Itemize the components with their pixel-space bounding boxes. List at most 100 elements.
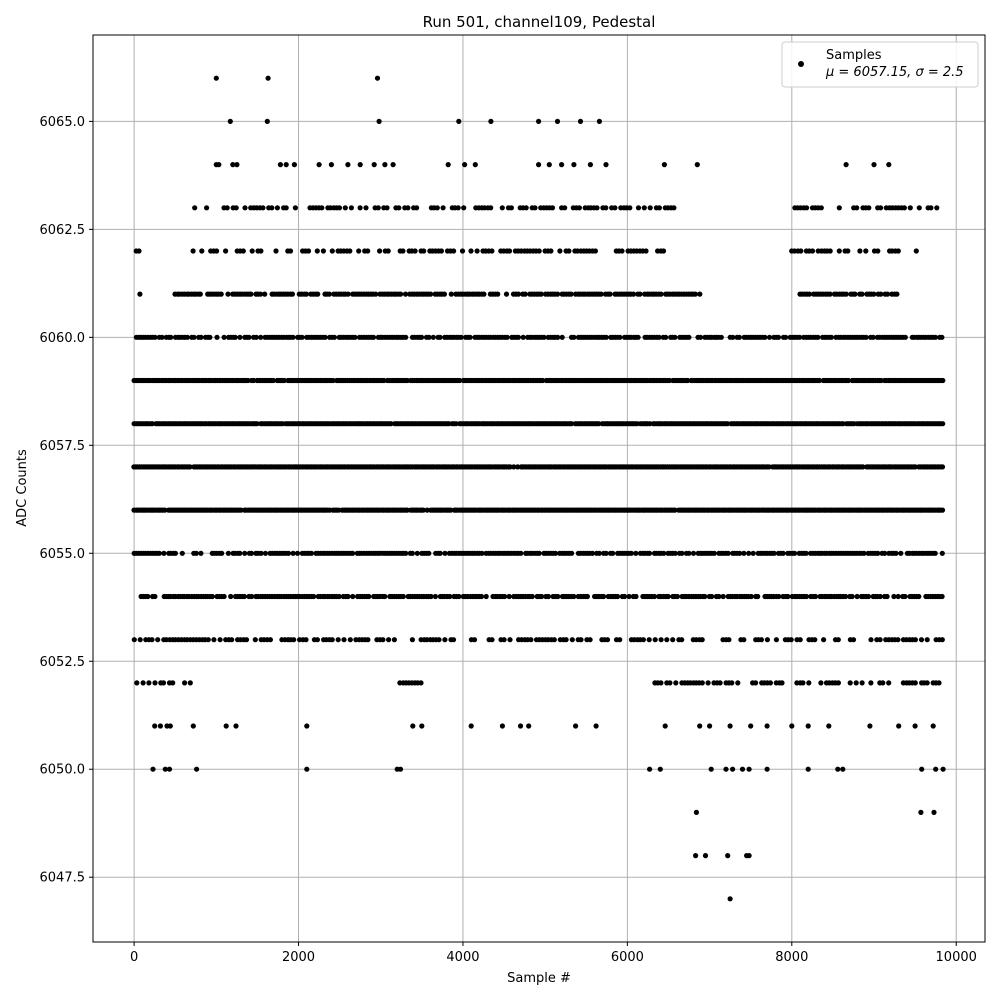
- data-point: [243, 637, 250, 643]
- data-point: [193, 550, 199, 556]
- data-point: [366, 593, 372, 600]
- data-point: [571, 593, 577, 600]
- data-point: [458, 334, 464, 340]
- data-point: [686, 550, 692, 556]
- data-point: [262, 291, 268, 297]
- data-point: [291, 162, 297, 168]
- data-point: [448, 507, 454, 513]
- data-point: [637, 291, 643, 297]
- data-point: [197, 291, 203, 297]
- data-point: [569, 421, 575, 427]
- data-point: [924, 637, 930, 643]
- data-point: [322, 334, 328, 340]
- data-point: [213, 75, 219, 81]
- x-tick-label: 6000: [611, 950, 644, 965]
- y-tick-label: 6065.0: [40, 115, 86, 130]
- data-point: [836, 248, 842, 254]
- data-point: [679, 637, 685, 643]
- legend-marker: [798, 61, 804, 67]
- data-point: [137, 637, 143, 643]
- data-point: [865, 593, 872, 600]
- data-point: [919, 766, 925, 772]
- data-point: [854, 593, 860, 600]
- data-point: [421, 248, 427, 254]
- data-point: [426, 334, 432, 340]
- data-point: [828, 334, 835, 340]
- data-point: [762, 334, 768, 340]
- data-point: [662, 723, 668, 729]
- data-point: [884, 291, 891, 297]
- data-point: [697, 334, 704, 340]
- data-point: [536, 550, 542, 556]
- data-point: [723, 766, 729, 772]
- data-point: [912, 637, 919, 643]
- data-point: [753, 680, 759, 686]
- data-point: [225, 291, 231, 297]
- data-point: [727, 723, 733, 729]
- data-point: [305, 248, 312, 254]
- data-point: [939, 637, 945, 643]
- data-point: [319, 205, 325, 211]
- data-point: [730, 334, 736, 340]
- data-point: [357, 162, 363, 168]
- data-point: [847, 680, 853, 686]
- data-point: [658, 637, 664, 643]
- data-point: [456, 593, 462, 600]
- data-point: [441, 291, 447, 297]
- data-point: [656, 334, 662, 340]
- data-point: [145, 593, 151, 600]
- data-point: [166, 766, 173, 772]
- data-point: [658, 680, 664, 686]
- data-point: [152, 334, 158, 340]
- data-point: [225, 550, 231, 556]
- data-point: [576, 205, 583, 211]
- data-point: [871, 162, 877, 168]
- data-point: [270, 377, 276, 384]
- data-point: [227, 118, 233, 124]
- data-point: [248, 291, 254, 297]
- data-point: [771, 550, 777, 556]
- data-point: [736, 334, 743, 340]
- data-point: [835, 637, 841, 643]
- data-point: [253, 334, 259, 340]
- data-point: [628, 550, 634, 556]
- data-point: [568, 291, 574, 297]
- data-point: [803, 550, 809, 556]
- data-point: [260, 205, 266, 211]
- legend-series-name: Samples: [826, 48, 882, 63]
- data-point: [607, 291, 613, 297]
- data-point: [403, 334, 409, 340]
- data-point: [626, 593, 632, 600]
- data-point: [507, 464, 513, 470]
- data-point: [867, 723, 873, 729]
- data-point: [536, 162, 542, 168]
- data-point: [420, 507, 426, 513]
- data-point: [160, 680, 167, 686]
- data-point: [412, 248, 418, 254]
- data-point: [314, 637, 320, 643]
- data-point: [766, 464, 772, 470]
- data-point: [162, 766, 168, 772]
- data-point: [467, 334, 473, 340]
- data-point: [693, 809, 700, 816]
- data-point: [849, 593, 855, 600]
- data-point: [545, 593, 552, 600]
- data-point: [924, 680, 930, 686]
- data-point: [382, 162, 388, 168]
- data-point: [488, 205, 494, 211]
- data-point: [670, 637, 676, 643]
- data-point: [596, 118, 603, 124]
- data-point: [805, 723, 811, 729]
- data-point: [546, 162, 552, 168]
- data-point: [345, 291, 351, 297]
- data-point: [702, 853, 709, 859]
- data-point: [506, 593, 512, 600]
- data-point: [315, 291, 321, 297]
- data-point: [693, 853, 699, 859]
- data-point: [555, 593, 561, 600]
- data-point: [912, 723, 918, 729]
- data-point: [555, 291, 561, 297]
- data-point: [241, 593, 247, 600]
- data-point: [755, 593, 761, 600]
- data-point: [199, 248, 205, 254]
